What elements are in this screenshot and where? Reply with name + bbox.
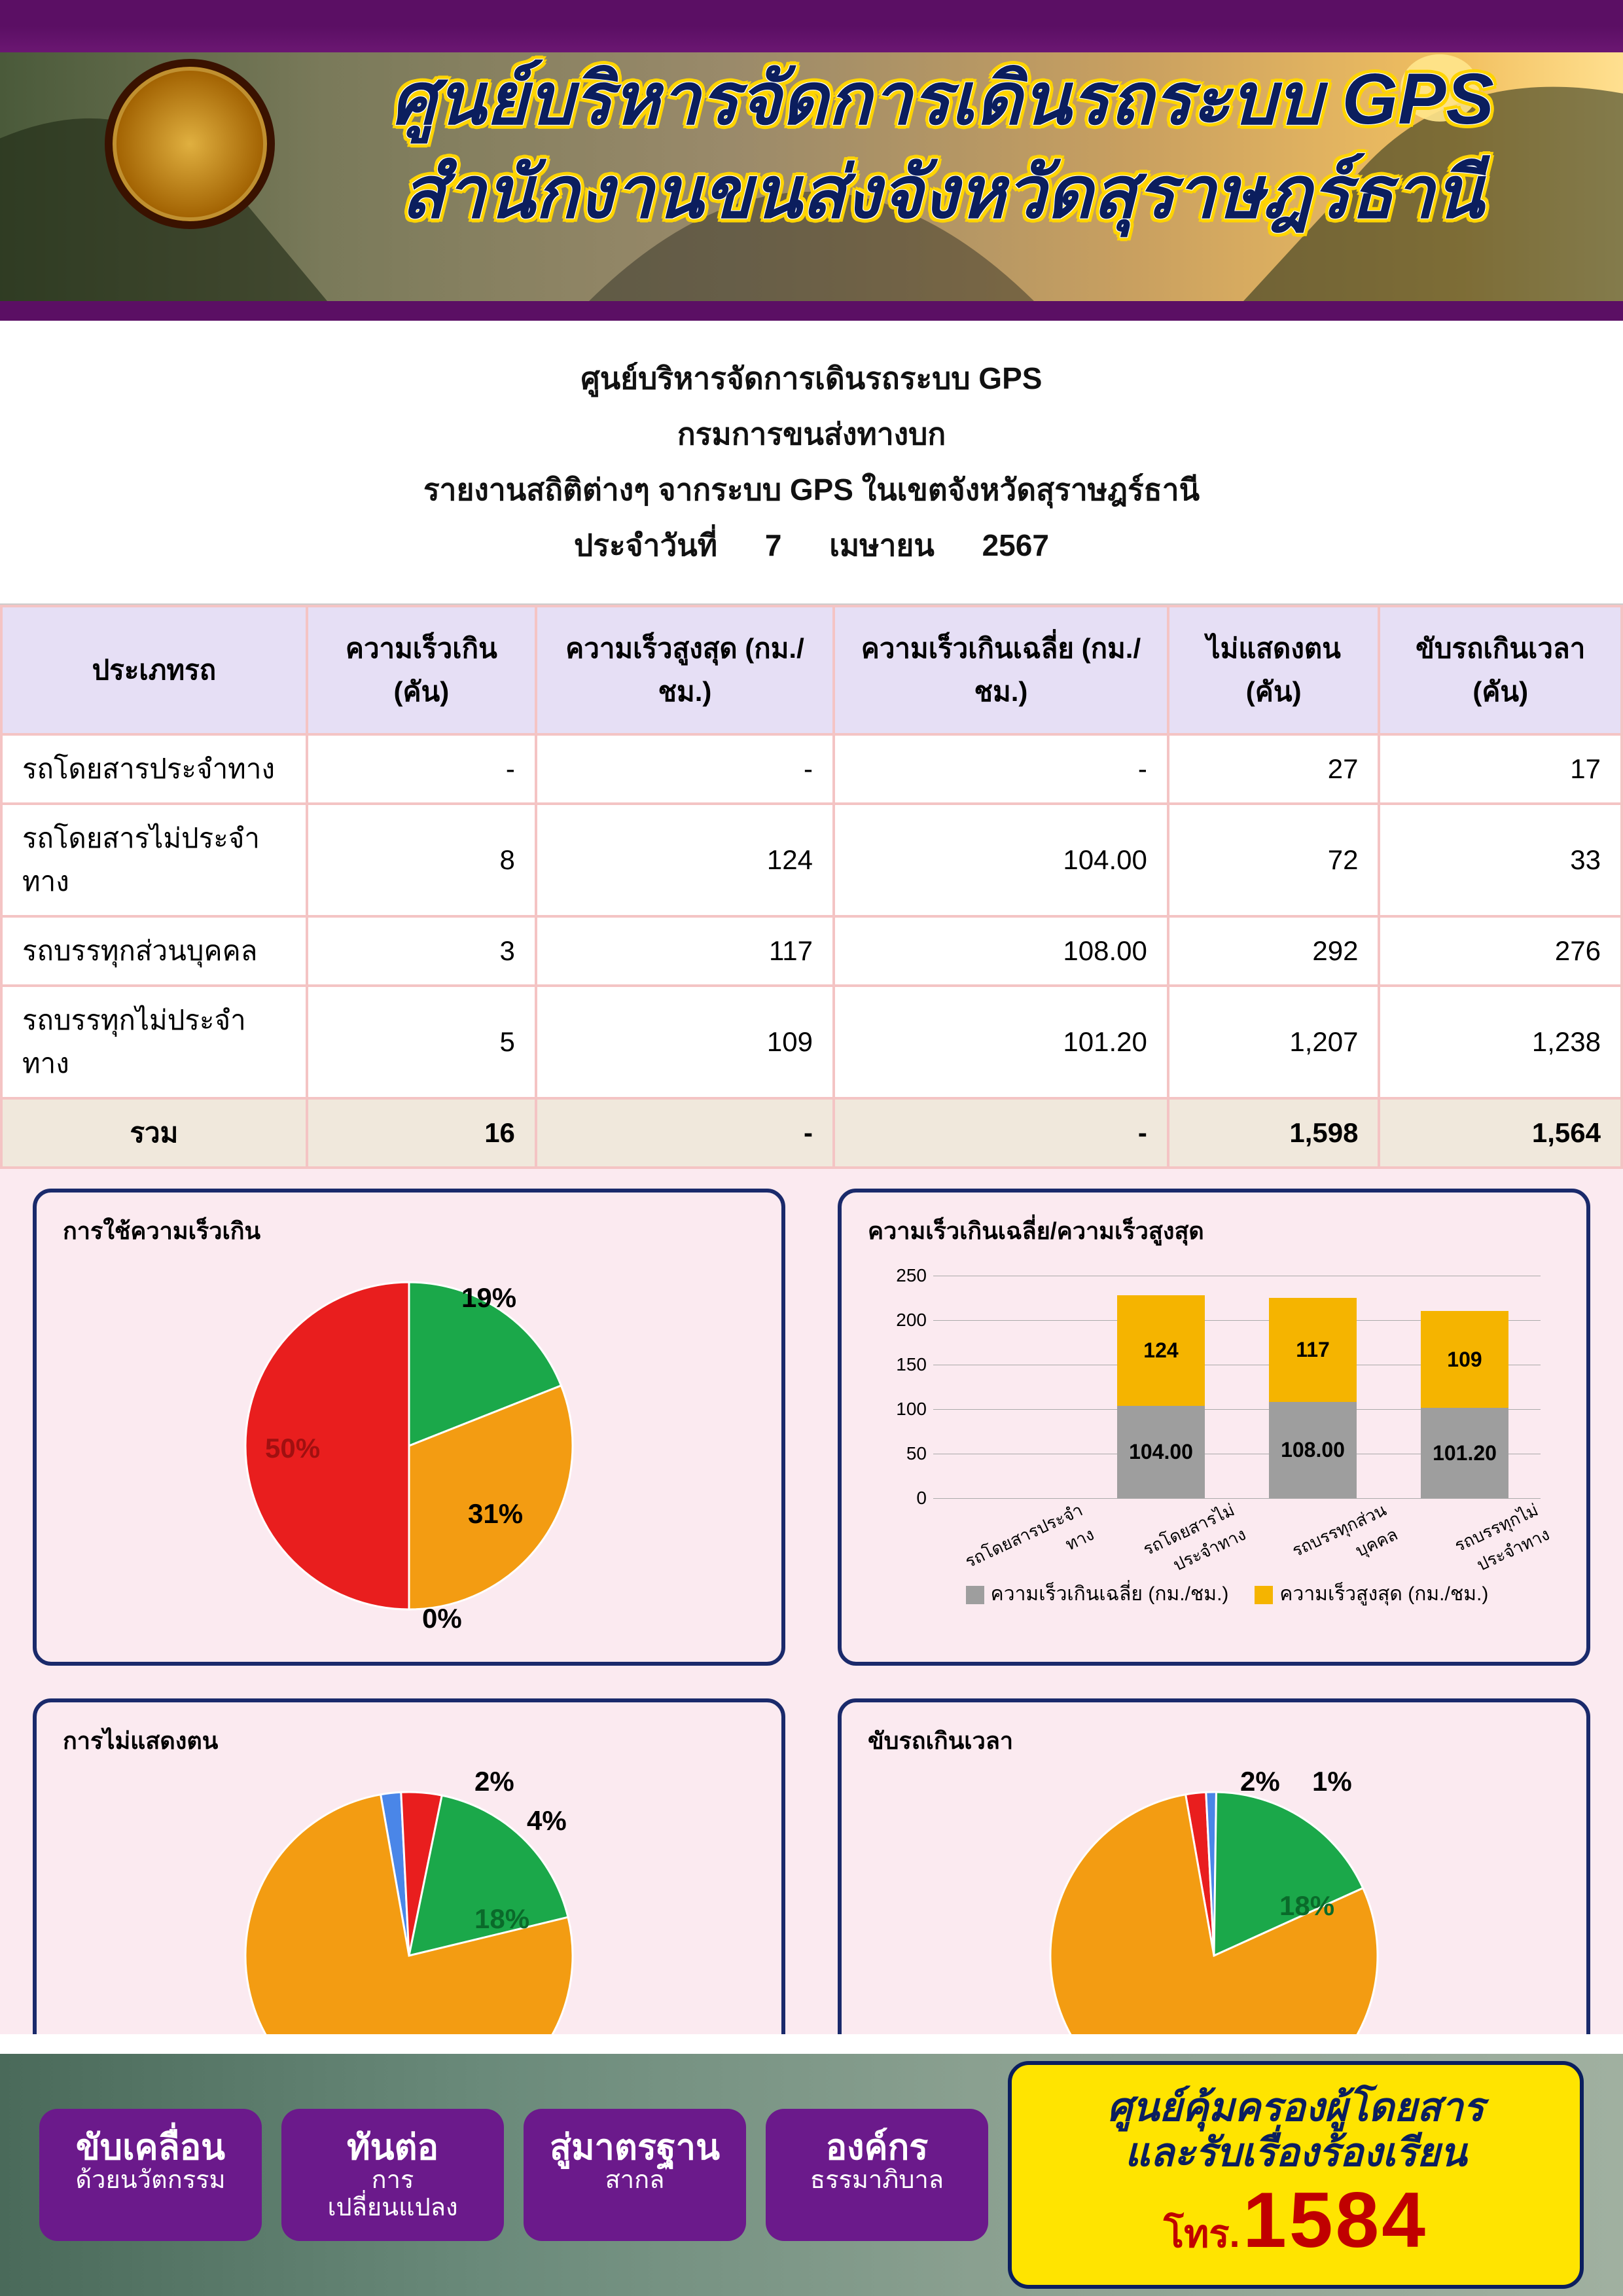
chart2-title: ความเร็วเกินเฉลี่ย/ความเร็วสูงสุด bbox=[868, 1212, 1560, 1249]
table-cell: 72 bbox=[1168, 804, 1380, 916]
y-axis-tick: 200 bbox=[881, 1310, 927, 1331]
table-cell: 104.00 bbox=[834, 804, 1168, 916]
chart1-title: การใช้ความเร็วเกิน bbox=[63, 1212, 755, 1249]
table-cell: 16 bbox=[307, 1098, 536, 1168]
pie-slice-label: 50% bbox=[265, 1433, 320, 1464]
table-cell: 108.00 bbox=[834, 916, 1168, 986]
chart2-bars: 0 50 100 150 200 250 104.00124 108.00117 101.201… bbox=[868, 1263, 1560, 1616]
report-heading: ศูนย์บริหารจัดการเดินรถระบบ GPS กรมการขน… bbox=[0, 321, 1623, 605]
table-header: ความเร็วเกิน (คัน) bbox=[307, 606, 536, 734]
callbox-line2: และรับเรื่องร้องเรียน bbox=[1044, 2130, 1547, 2175]
table-header: ประเภทรถ bbox=[1, 606, 307, 734]
pie-slice-label: 19% bbox=[461, 1282, 516, 1314]
tel-label: โทร. bbox=[1164, 2203, 1240, 2264]
table-cell: 8 bbox=[307, 804, 536, 916]
table-total-row: รวม16--1,5981,564 bbox=[1, 1098, 1622, 1168]
table-row: รถบรรทุกส่วนบุคคล3117108.00292276 bbox=[1, 916, 1622, 986]
table-cell: รถบรรทุกไม่ประจำทาง bbox=[1, 986, 307, 1098]
table-cell: - bbox=[536, 734, 834, 804]
pie-slice-label: 2% bbox=[474, 1766, 514, 1797]
footer-banner: ขับเคลื่อนด้วยนวัตกรรมทันต่อการเปลี่ยนแป… bbox=[0, 2034, 1623, 2296]
table-cell: รถโดยสารไม่ประจำทาง bbox=[1, 804, 307, 916]
table-cell: 1,207 bbox=[1168, 986, 1380, 1098]
y-axis-tick: 250 bbox=[881, 1265, 927, 1286]
bar-segment-max: 109 bbox=[1421, 1311, 1508, 1408]
bar-legend: ความเร็วเกินเฉลี่ย (กม./ชม.)ความเร็วสูงส… bbox=[868, 1579, 1560, 1609]
table-row: รถโดยสารไม่ประจำทาง8124104.007233 bbox=[1, 804, 1622, 916]
banner-title: ศูนย์บริหารจัดการเดินรถระบบ GPS สำนักงาน… bbox=[301, 52, 1584, 240]
department-seal bbox=[105, 59, 275, 229]
table-cell: 1,238 bbox=[1379, 986, 1622, 1098]
banner-title-line1: ศูนย์บริหารจัดการเดินรถระบบ GPS bbox=[301, 52, 1584, 146]
tel-number: 1584 bbox=[1243, 2176, 1428, 2264]
bar-segment-avg: 104.00 bbox=[1117, 1406, 1205, 1498]
table-cell: - bbox=[536, 1098, 834, 1168]
table-cell: 109 bbox=[536, 986, 834, 1098]
pie-slice-label: 1% bbox=[1312, 1766, 1352, 1797]
table-cell: รถบรรทุกส่วนบุคคล bbox=[1, 916, 307, 986]
bar-segment-max: 124 bbox=[1117, 1295, 1205, 1406]
date-prefix: ประจำวันที่ bbox=[574, 522, 717, 569]
header-banner: ศูนย์บริหารจัดการเดินรถระบบ GPS สำนักงาน… bbox=[0, 0, 1623, 321]
bar-segment-avg: 101.20 bbox=[1421, 1408, 1508, 1498]
table-cell: รถโดยสารประจำทาง bbox=[1, 734, 307, 804]
chart4-title: ขับรถเกินเวลา bbox=[868, 1722, 1560, 1759]
table-cell: 117 bbox=[536, 916, 834, 986]
date-month: เมษายน bbox=[829, 522, 935, 569]
y-axis-tick: 0 bbox=[881, 1488, 927, 1509]
call-center-box: ศูนย์คุ้มครองผู้โดยสาร และรับเรื่องร้องเ… bbox=[1008, 2061, 1584, 2289]
table-cell: 33 bbox=[1379, 804, 1622, 916]
bar-segment-max: 117 bbox=[1269, 1298, 1357, 1402]
y-axis-tick: 100 bbox=[881, 1399, 927, 1420]
slogan-pill: องค์กรธรรมาภิบาล bbox=[766, 2109, 988, 2242]
table-cell: 292 bbox=[1168, 916, 1380, 986]
heading-line1: ศูนย์บริหารจัดการเดินรถระบบ GPS bbox=[0, 355, 1623, 403]
table-row: รถบรรทุกไม่ประจำทาง5109101.201,2071,238 bbox=[1, 986, 1622, 1098]
table-header: ความเร็วเกินเฉลี่ย (กม./ชม.) bbox=[834, 606, 1168, 734]
slogan-pill: ทันต่อการเปลี่ยนแปลง bbox=[281, 2109, 504, 2242]
table-cell: 1,598 bbox=[1168, 1098, 1380, 1168]
pie-slice-label: 4% bbox=[527, 1805, 567, 1837]
table-header: ความเร็วสูงสุด (กม./ชม.) bbox=[536, 606, 834, 734]
pie-slice-label: 31% bbox=[468, 1498, 523, 1530]
heading-line3: รายงานสถิติต่างๆ จากระบบ GPS ในเขตจังหวั… bbox=[0, 466, 1623, 514]
table-cell: 1,564 bbox=[1379, 1098, 1622, 1168]
slogan-pill: ขับเคลื่อนด้วยนวัตกรรม bbox=[39, 2109, 262, 2242]
table-cell: รวม bbox=[1, 1098, 307, 1168]
slogan-pill: สู่มาตรฐานสากล bbox=[524, 2109, 746, 2242]
stats-table: ประเภทรถความเร็วเกิน (คัน)ความเร็วสูงสุด… bbox=[0, 605, 1623, 1169]
table-cell: - bbox=[834, 734, 1168, 804]
pie-slice-label: 0% bbox=[422, 1603, 462, 1634]
report-date: ประจำวันที่ 7 เมษายน 2567 bbox=[0, 522, 1623, 569]
date-year: 2567 bbox=[982, 528, 1049, 563]
table-cell: 27 bbox=[1168, 734, 1380, 804]
table-row: รถโดยสารประจำทาง---2717 bbox=[1, 734, 1622, 804]
table-cell: 5 bbox=[307, 986, 536, 1098]
chart1-pie: 19%31%0%50% bbox=[226, 1263, 592, 1629]
table-cell: 124 bbox=[536, 804, 834, 916]
table-cell: 17 bbox=[1379, 734, 1622, 804]
table-cell: 276 bbox=[1379, 916, 1622, 986]
table-cell: - bbox=[307, 734, 536, 804]
table-cell: - bbox=[834, 1098, 1168, 1168]
heading-line2: กรมการขนส่งทางบก bbox=[0, 410, 1623, 458]
chart-avg-max-speed: ความเร็วเกินเฉลี่ย/ความเร็วสูงสุด 0 50 100… bbox=[838, 1189, 1590, 1666]
y-axis-tick: 50 bbox=[881, 1443, 927, 1464]
chart3-title: การไม่แสดงตน bbox=[63, 1722, 755, 1759]
date-day: 7 bbox=[765, 528, 782, 563]
banner-title-line2: สำนักงานขนส่งจังหวัดสุราษฎร์ธานี bbox=[301, 146, 1584, 240]
callbox-line1: ศูนย์คุ้มครองผู้โดยสาร bbox=[1044, 2085, 1547, 2130]
pie-slice-label: 18% bbox=[474, 1903, 529, 1935]
table-header: ไม่แสดงตน (คัน) bbox=[1168, 606, 1380, 734]
table-cell: 101.20 bbox=[834, 986, 1168, 1098]
bar-segment-avg: 108.00 bbox=[1269, 1402, 1357, 1498]
y-axis-tick: 150 bbox=[881, 1354, 927, 1375]
pie-slice-label: 2% bbox=[1240, 1766, 1280, 1797]
pie-slice-label: 18% bbox=[1279, 1890, 1334, 1922]
table-header: ขับรถเกินเวลา (คัน) bbox=[1379, 606, 1622, 734]
table-cell: 3 bbox=[307, 916, 536, 986]
callbox-tel: โทร. 1584 bbox=[1044, 2175, 1547, 2265]
chart-speed-usage: การใช้ความเร็วเกิน 19% 31% 0% 50% bbox=[33, 1189, 785, 1666]
